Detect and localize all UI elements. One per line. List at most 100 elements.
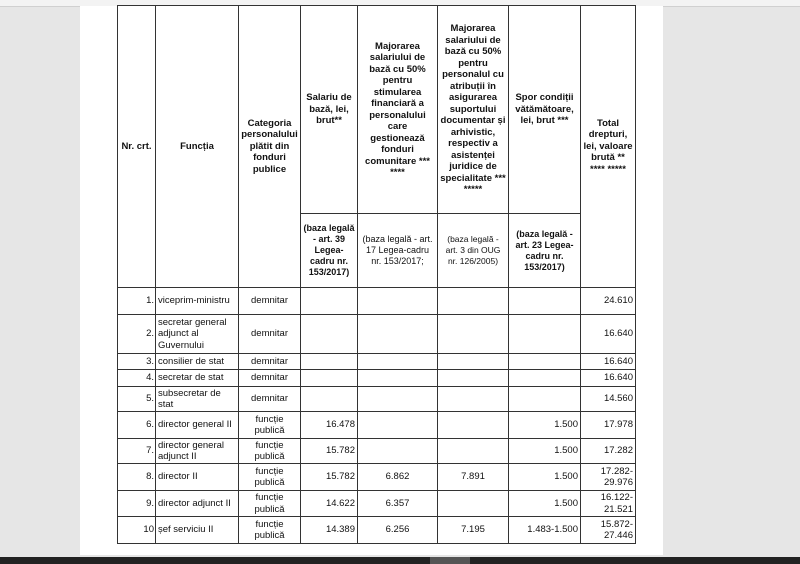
majorare-arhiva-cell: 7.891	[437, 463, 509, 491]
majorare-fonduri-cell	[357, 411, 438, 439]
majorare-arhiva-cell	[437, 287, 509, 315]
total-cell: 15.872-27.446	[580, 516, 636, 544]
table-row: 1. viceprim-ministru demnitar 24.610	[117, 287, 636, 315]
table-row: 2. secretar general adjunct al Guvernului…	[117, 314, 636, 354]
categoria-cell: funcție publică	[238, 411, 301, 439]
majorare-fonduri-cell	[357, 386, 438, 412]
functia-cell: viceprim-ministru	[155, 287, 239, 315]
legal-basis-salariu: (baza legală - art. 39 Legea-cadru nr. 1…	[300, 213, 358, 288]
majorare-arhiva-cell	[437, 369, 509, 387]
spor-cell	[508, 386, 581, 412]
table-row: 6. director general II funcție publică 16.4…	[117, 411, 636, 439]
salariu-cell: 14.622	[300, 490, 358, 517]
spor-cell	[508, 353, 581, 370]
total-cell: 16.122-21.521	[580, 490, 636, 517]
spor-cell	[508, 314, 581, 354]
header-categoria: Categoria personalului plătit din fondur…	[238, 5, 301, 288]
categoria-cell: funcție publică	[238, 490, 301, 517]
table-row: 7. director general adjunct II funcție pub…	[117, 438, 636, 464]
table-row: 8. director II funcție publică 15.782 6.862 7…	[117, 463, 636, 491]
spor-cell: 1.500	[508, 463, 581, 491]
salariu-cell: 16.478	[300, 411, 358, 439]
salariu-cell: 14.389	[300, 516, 358, 544]
majorare-arhiva-cell	[437, 490, 509, 517]
header-majorare-fonduri: Majorarea salariului de bază cu 50% pent…	[357, 5, 438, 214]
functia-cell: director adjunct II	[155, 490, 239, 517]
total-cell: 16.640	[580, 353, 636, 370]
functia-cell: subsecretar de stat	[155, 386, 239, 412]
header-majorare-arhiva: Majorarea salariului de bază cu 50% pent…	[437, 5, 509, 214]
total-cell: 17.282	[580, 438, 636, 464]
spor-cell	[508, 287, 581, 315]
majorare-arhiva-cell	[437, 353, 509, 370]
categoria-cell: demnitar	[238, 369, 301, 387]
salariu-cell	[300, 314, 358, 354]
majorare-arhiva-cell	[437, 411, 509, 439]
majorare-fonduri-cell: 6.862	[357, 463, 438, 491]
categoria-cell: demnitar	[238, 314, 301, 354]
categoria-cell: demnitar	[238, 287, 301, 315]
table-row: 4. secretar de stat demnitar 16.640	[117, 369, 636, 387]
row-number: 9.	[117, 490, 156, 517]
total-cell: 14.560	[580, 386, 636, 412]
majorare-arhiva-cell	[437, 438, 509, 464]
document-page: Nr. crt. Funcția Categoria personalului …	[80, 5, 663, 555]
functia-cell: director II	[155, 463, 239, 491]
majorare-arhiva-cell	[437, 314, 509, 354]
spor-cell: 1.500	[508, 438, 581, 464]
salariu-cell	[300, 386, 358, 412]
majorare-arhiva-cell	[437, 386, 509, 412]
total-cell: 16.640	[580, 314, 636, 354]
row-number: 8.	[117, 463, 156, 491]
salary-table: Nr. crt. Funcția Categoria personalului …	[117, 5, 636, 544]
total-cell: 24.610	[580, 287, 636, 315]
salariu-cell: 15.782	[300, 463, 358, 491]
majorare-fonduri-cell	[357, 287, 438, 315]
spor-cell: 1.500	[508, 411, 581, 439]
header-spor: Spor condiții vătămătoare, lei, brut ***	[508, 5, 581, 214]
legal-basis-spor: (baza legală - art. 23 Legea-cadru nr. 1…	[508, 213, 581, 288]
header-functia: Funcția	[155, 5, 239, 288]
spor-cell: 1.483-1.500	[508, 516, 581, 544]
table-row: 10 șef serviciu II funcție publică 14.389 6.…	[117, 516, 636, 544]
majorare-fonduri-cell	[357, 353, 438, 370]
table-row: 5. subsecretar de stat demnitar 14.560	[117, 386, 636, 412]
row-number: 7.	[117, 438, 156, 464]
categoria-cell: demnitar	[238, 386, 301, 412]
majorare-fonduri-cell	[357, 314, 438, 354]
scrollbar-thumb[interactable]	[430, 557, 470, 564]
row-number: 10	[117, 516, 156, 544]
salariu-cell	[300, 369, 358, 387]
salariu-cell: 15.782	[300, 438, 358, 464]
row-number: 5.	[117, 386, 156, 412]
categoria-cell: funcție publică	[238, 463, 301, 491]
header-nr: Nr. crt.	[117, 5, 156, 288]
legal-basis-majorare-fonduri: (baza legală - art. 17 Legea-cadru nr. 1…	[357, 213, 438, 288]
row-number: 4.	[117, 369, 156, 387]
legal-basis-majorare-arhiva: (baza legală - art. 3 din OUG nr. 126/20…	[437, 213, 509, 288]
taskbar	[0, 557, 800, 564]
functia-cell: director general adjunct II	[155, 438, 239, 464]
majorare-fonduri-cell: 6.357	[357, 490, 438, 517]
total-cell: 16.640	[580, 369, 636, 387]
row-number: 6.	[117, 411, 156, 439]
majorare-fonduri-cell: 6.256	[357, 516, 438, 544]
functia-cell: secretar de stat	[155, 369, 239, 387]
total-cell: 17.978	[580, 411, 636, 439]
table-row: 9. director adjunct II funcție publică 14.6…	[117, 490, 636, 517]
header-salariu: Salariu de bază, lei, brut**	[300, 5, 358, 214]
functia-cell: șef serviciu II	[155, 516, 239, 544]
functia-cell: secretar general adjunct al Guvernului	[155, 314, 239, 354]
categoria-cell: demnitar	[238, 353, 301, 370]
spor-cell	[508, 369, 581, 387]
spor-cell: 1.500	[508, 490, 581, 517]
table-row: 3. consilier de stat demnitar 16.640	[117, 353, 636, 370]
row-number: 1.	[117, 287, 156, 315]
salariu-cell	[300, 287, 358, 315]
majorare-arhiva-cell: 7.195	[437, 516, 509, 544]
functia-cell: director general II	[155, 411, 239, 439]
total-cell: 17.282-29.976	[580, 463, 636, 491]
majorare-fonduri-cell	[357, 369, 438, 387]
functia-cell: consilier de stat	[155, 353, 239, 370]
row-number: 2.	[117, 314, 156, 354]
